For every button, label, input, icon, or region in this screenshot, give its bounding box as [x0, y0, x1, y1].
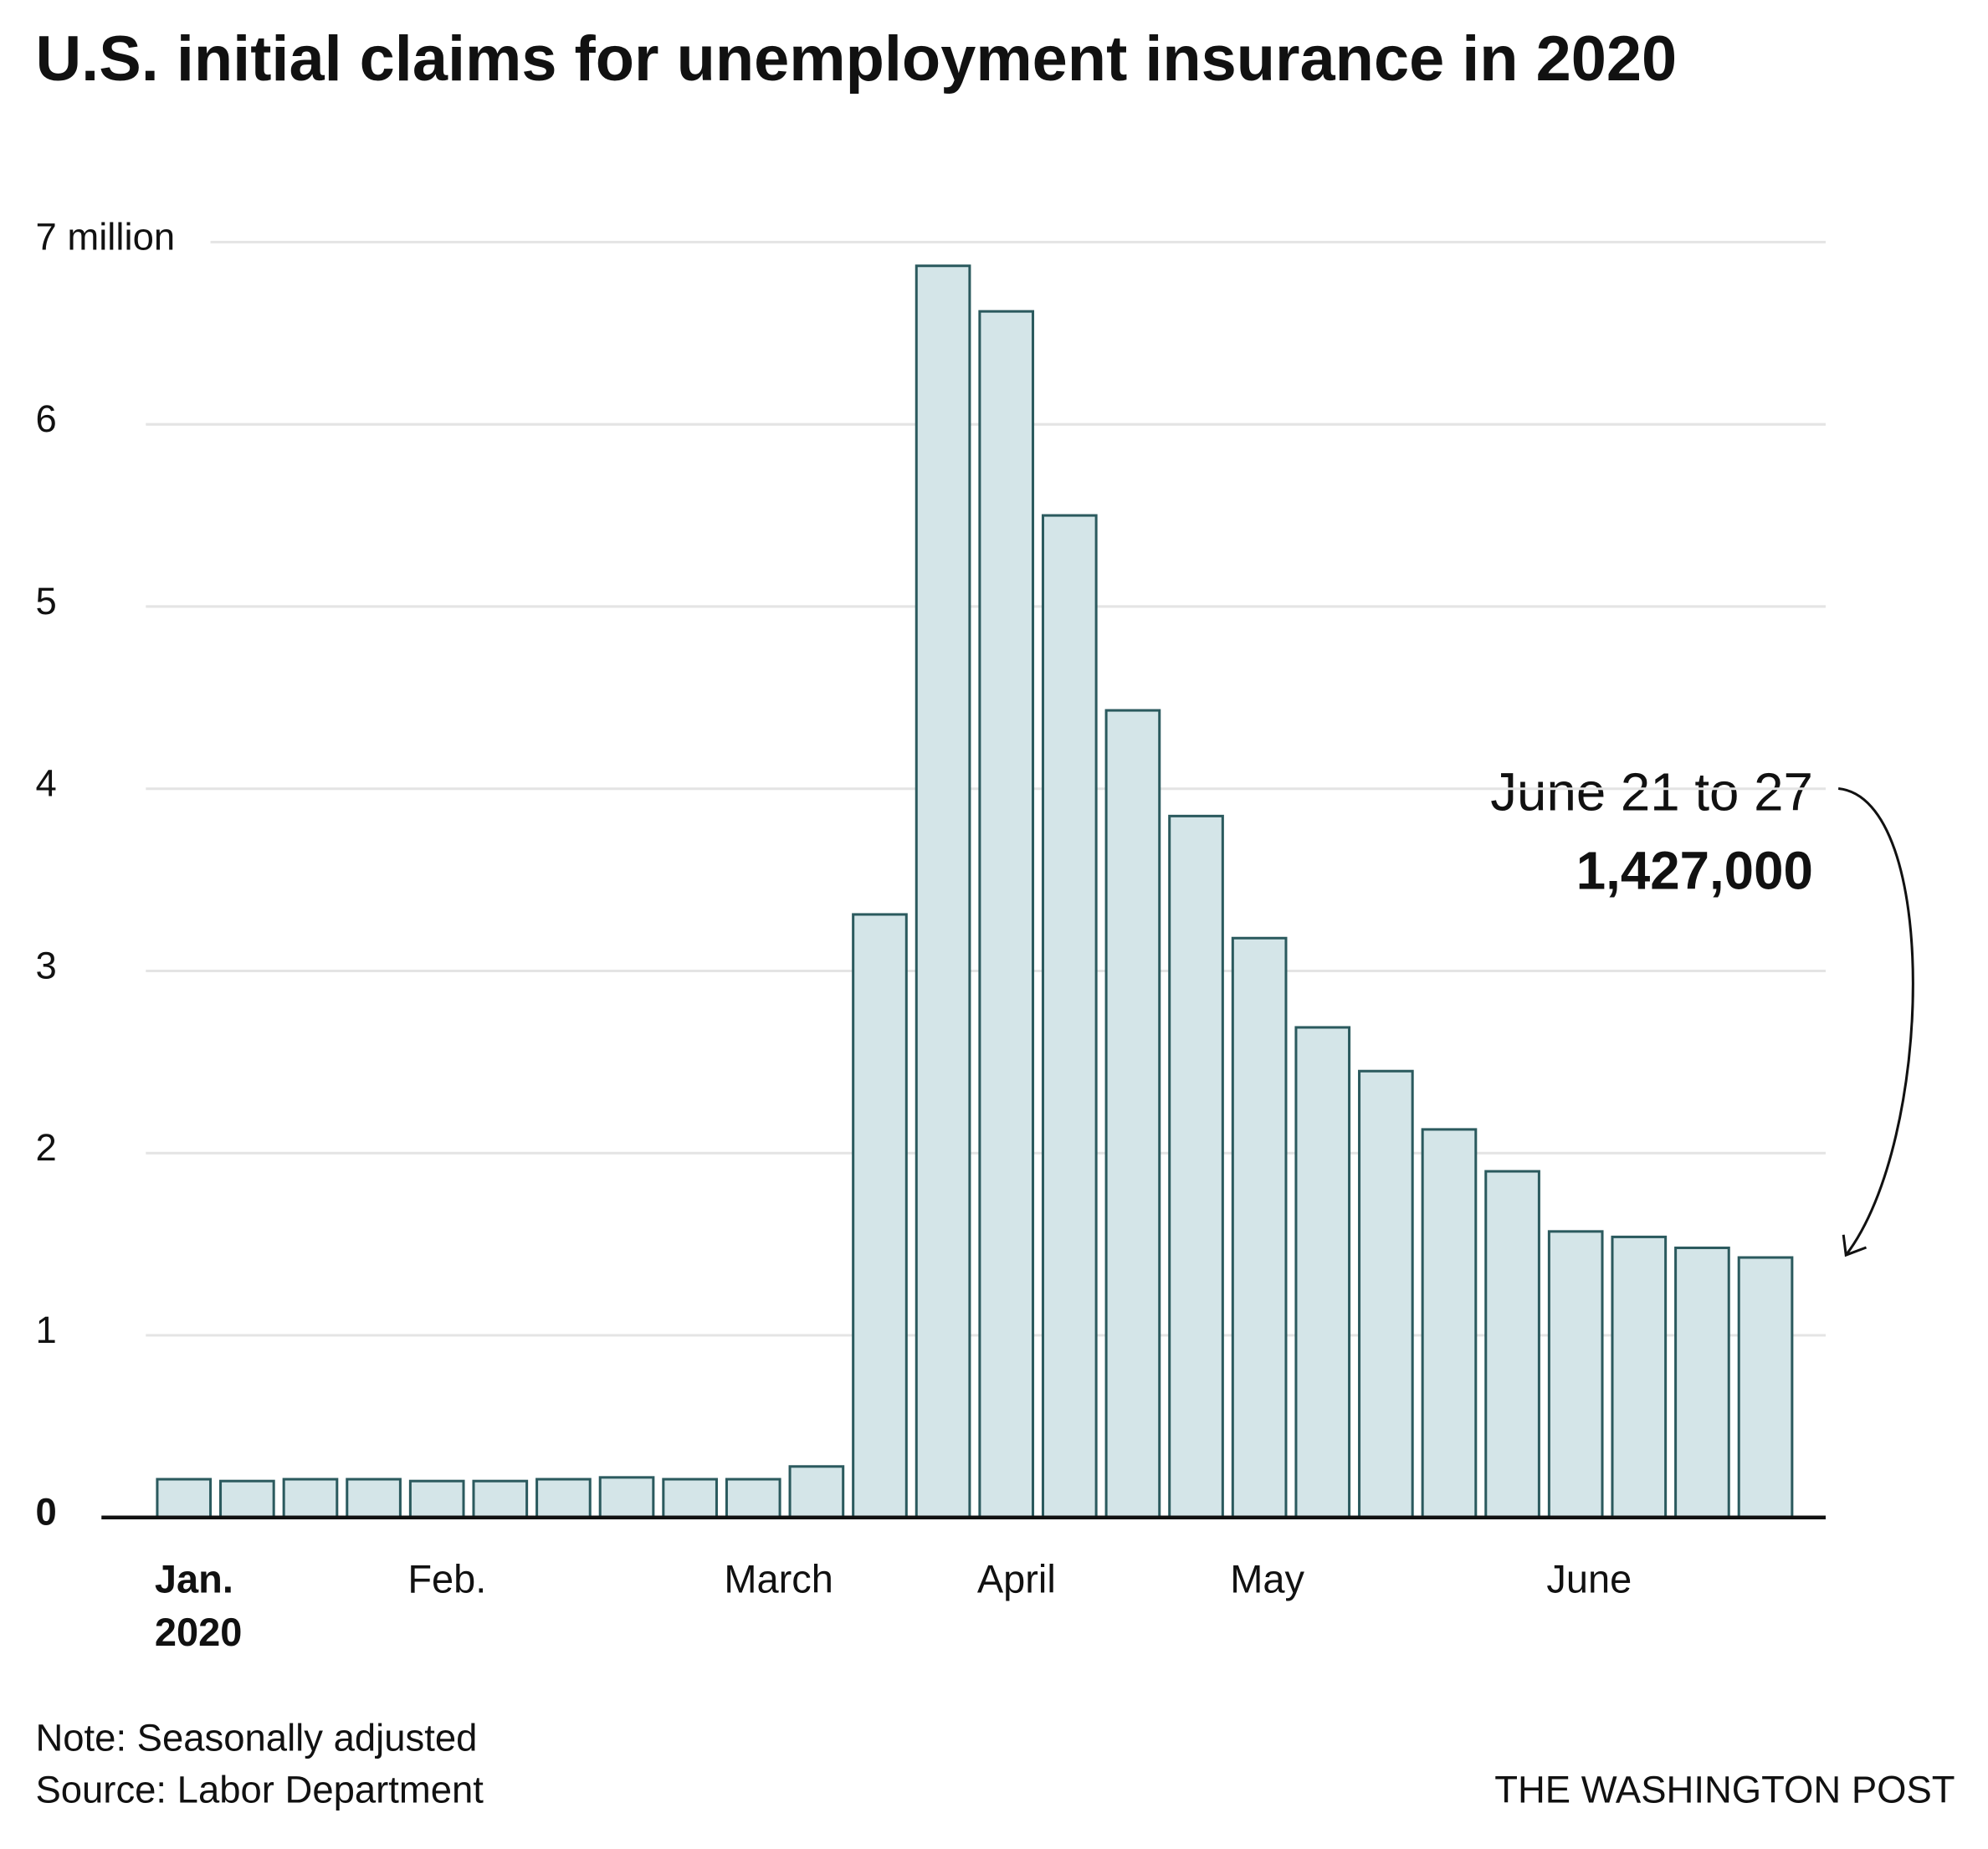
bar — [219, 1479, 275, 1519]
chart-title: U.S. initial claims for unemployment ins… — [35, 23, 1677, 95]
annotation-arrowhead — [1842, 1234, 1868, 1257]
bar — [1041, 514, 1098, 1519]
source: Source: Labor Department — [35, 1769, 484, 1811]
x-tick-label: April — [977, 1556, 1056, 1601]
bar — [408, 1479, 465, 1519]
annotation-arrow — [1838, 786, 1914, 1257]
x-tick-label: May — [1230, 1556, 1304, 1601]
bar — [346, 1478, 402, 1519]
bar — [788, 1465, 845, 1519]
bar — [156, 1478, 213, 1519]
bar — [1674, 1246, 1730, 1519]
x-year-label: 2020 — [155, 1610, 242, 1654]
note: Note: Seasonally adjusted — [35, 1716, 477, 1759]
bar — [1547, 1230, 1604, 1519]
y-tick-label: 0 — [35, 1491, 56, 1534]
x-tick-label: Jan. — [155, 1556, 233, 1601]
annotation-value: 1,427,000 — [1576, 841, 1813, 900]
y-tick-label: 6 — [35, 397, 56, 440]
bar — [535, 1478, 592, 1519]
y-tick-label: 3 — [35, 944, 56, 986]
bar — [1168, 814, 1224, 1519]
bar — [1737, 1256, 1794, 1519]
bar — [978, 310, 1035, 1519]
bar — [1421, 1128, 1478, 1519]
bar — [1231, 936, 1288, 1519]
bar — [598, 1476, 655, 1519]
x-tick-label: March — [724, 1556, 833, 1601]
bar — [725, 1478, 781, 1519]
y-tick-label: 5 — [35, 580, 56, 622]
annotation-label: June 21 to 27 — [1490, 762, 1813, 822]
bar — [1104, 709, 1161, 1519]
bar — [1484, 1170, 1540, 1519]
y-tick-label: 1 — [35, 1309, 56, 1351]
bar — [662, 1478, 718, 1519]
bar — [1294, 1026, 1351, 1519]
bar — [1358, 1069, 1414, 1519]
y-tick-label: 2 — [35, 1126, 56, 1169]
y-tick-label: 4 — [35, 762, 56, 805]
bar — [1611, 1235, 1668, 1519]
bar — [472, 1479, 529, 1519]
x-tick-label: June — [1546, 1556, 1632, 1601]
bar — [915, 264, 971, 1519]
x-tick-label: Feb. — [407, 1556, 486, 1601]
bar — [282, 1478, 339, 1519]
credit: THE WASHINGTON POST — [1494, 1769, 1955, 1811]
bar — [852, 913, 908, 1519]
y-tick-label: 7 million — [35, 215, 175, 258]
